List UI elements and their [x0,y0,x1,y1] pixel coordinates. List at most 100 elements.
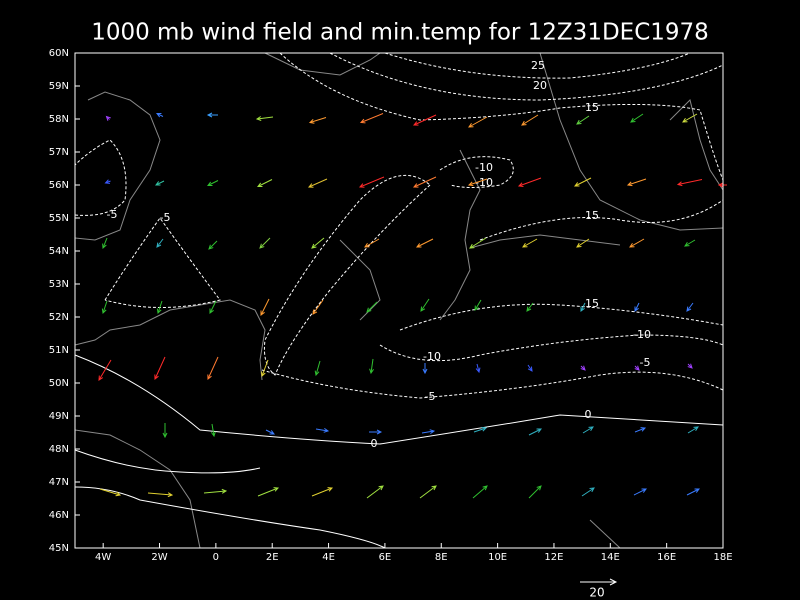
wind-vectors [98,112,727,499]
wind-arrow [369,429,383,435]
contour-label: 15 [585,101,599,114]
wind-arrow [311,487,334,497]
y-tick-label: 57N [49,147,69,158]
y-tick-label: 58N [49,114,69,125]
wind-arrow [626,178,647,187]
wind-arrow [527,364,533,372]
x-tick-label: 8E [435,552,448,563]
wind-arrow [369,358,374,375]
frame [74,52,724,549]
wind-arrow [209,300,217,314]
wind-arrow [686,302,694,312]
wind-arrow [416,238,434,248]
wind-arrow [633,488,647,496]
x-tick-label: 16E [657,552,676,563]
contour-label: -10 [633,328,651,341]
y-tick-label: 53N [49,279,69,290]
wind-arrow [154,356,166,381]
wind-arrow [422,363,428,375]
wind-arrow [311,237,325,249]
y-tick-label: 49N [49,411,69,422]
contour-label: 15 [585,297,599,310]
wind-arrow [207,180,219,186]
wind-arrow [147,492,174,498]
wind-arrow [255,116,274,121]
contour-label: -10 [475,161,493,174]
wind-arrow [265,429,275,435]
y-tick-label: 46N [49,510,69,521]
wind-arrow [104,179,111,184]
coastlines [74,52,724,549]
wind-arrow [521,114,539,126]
y-tick-label: 45N [49,543,69,554]
wind-arrow [528,428,542,436]
wind-arrow [419,485,437,499]
wind-arrow [207,356,219,381]
contour-labels: 25 20 15 -10 -10 -5 -5 15 15 -10 -10 -5 … [107,59,651,450]
wind-arrow [581,487,595,497]
contours [74,52,724,549]
wind-arrow [261,359,269,378]
wind-arrow [312,299,324,315]
wind-arrow [307,178,328,188]
wind-arrow [210,423,216,438]
wind-arrow [257,487,280,497]
x-tick-label: 4W [95,552,111,563]
contour-label: 15 [585,209,599,222]
wind-arrow [467,178,488,187]
wind-arrow [366,485,384,499]
wind-arrow [473,426,488,433]
x-tick-label: 10E [488,552,507,563]
wind-arrow [469,237,487,249]
wind-arrow [421,429,436,435]
wind-arrow [676,179,703,187]
wind-arrow [412,176,437,188]
contour-label: -5 [107,208,118,221]
wind-arrow [576,115,590,125]
wind-arrow [315,427,330,433]
wind-arrow [203,488,228,494]
wind-arrow [684,239,696,247]
wind-arrow [412,114,437,126]
wind-arrow [686,488,700,496]
wind-arrow [101,300,108,315]
x-tick-label: 6E [379,552,392,563]
wind-arrow [366,301,378,313]
wind-arrow [634,365,640,371]
wind-arrow [364,238,380,248]
contour-label: -10 [423,350,441,363]
x-tick-label: 14E [601,552,620,563]
wind-arrow [155,180,165,186]
wind-arrow [634,302,640,312]
contour-label: 20 [533,79,547,92]
wind-arrow [358,176,385,188]
wind-arrow [359,113,384,124]
wind-arrow [580,302,586,312]
wind-arrow [682,113,698,123]
contour-label: 25 [531,59,545,72]
y-tick-label: 56N [49,180,69,191]
wind-arrow [259,237,271,249]
wind-arrow [580,365,586,371]
wind-arrow [475,363,481,374]
wind-arrow [314,360,321,377]
wind-arrow [522,238,538,248]
contour-label: -5 [425,390,436,403]
wind-arrow [162,423,168,439]
title: 1000 mb wind field and min.temp for 12Z3… [91,20,709,46]
wind-arrow [472,485,488,499]
wind-arrow [576,238,590,248]
wind-arrow [420,298,430,312]
wind-arrow [257,179,273,187]
wind-arrow [156,238,164,248]
y-tick-label: 60N [49,48,69,59]
wind-arrow [468,116,488,128]
wind-arrow [526,302,534,312]
wind-arrow [308,117,327,124]
x-tick-label: 12E [544,552,563,563]
wind-arrow [156,300,163,315]
y-tick-label: 48N [49,444,69,455]
wind-arrow [156,113,164,118]
contour-label: 0 [585,408,592,421]
